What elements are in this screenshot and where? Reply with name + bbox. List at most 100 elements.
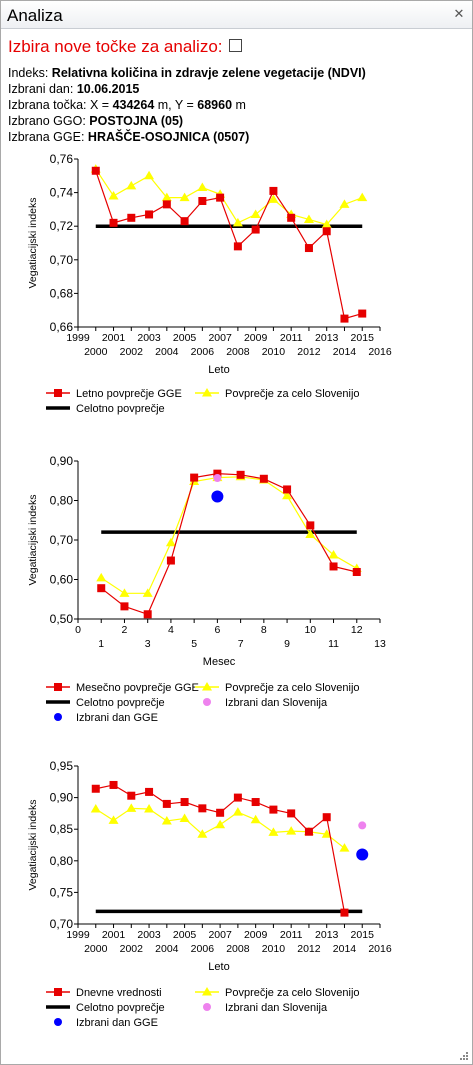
x-tick-label: 2012 xyxy=(297,943,321,955)
series-1-point xyxy=(339,199,350,208)
x-tick-label: 2009 xyxy=(244,929,268,941)
y-tick-label: 0,75 xyxy=(50,885,74,899)
x-tick-label: 9 xyxy=(284,638,290,650)
resize-grip-icon[interactable] xyxy=(459,1051,469,1061)
x-tick-label: 1999 xyxy=(66,332,90,344)
gge-value: HRAŠČE-OSOJNICA (0507) xyxy=(87,130,250,144)
x-tick-label: 2001 xyxy=(102,332,126,344)
legend-dot-swatch xyxy=(203,698,211,706)
y-tick-label: 0,72 xyxy=(50,219,74,233)
series-0-point xyxy=(216,808,225,817)
series-0-point xyxy=(120,602,129,611)
series-0-point xyxy=(233,793,242,802)
series-1-point xyxy=(108,190,119,200)
monthly-chart: 0,50 0,60 0,70 0,80 0,90 0 1 2 3 4 5 6 7 8 9 10 11 12 13 Me… xyxy=(1,451,472,743)
series-1-point xyxy=(303,214,314,223)
series-1-point xyxy=(161,192,172,202)
series-0-point xyxy=(304,827,313,836)
legend-label: Dnevne vrednosti xyxy=(76,987,162,999)
series-1-point xyxy=(339,843,350,852)
series-0-point xyxy=(269,805,278,814)
ggo-row: Izbrano GGO: POSTOJNA (05) xyxy=(8,113,366,129)
x-tick-label: 2016 xyxy=(368,943,392,955)
x-tick-label: 2009 xyxy=(244,332,268,344)
series-0-point xyxy=(180,798,189,807)
series-1-point xyxy=(126,180,137,190)
pick-point-checkbox[interactable] xyxy=(228,39,242,52)
x-tick-label: 2006 xyxy=(191,346,215,358)
series-1-point xyxy=(161,815,172,825)
y-axis-title: Vegatiacijski indeks xyxy=(27,799,39,890)
day-label: Izbrani dan: xyxy=(8,82,74,96)
series-1-point xyxy=(268,827,279,836)
x-tick-label: 2008 xyxy=(226,346,250,358)
series-1-point xyxy=(144,803,155,813)
x-tick-label: 2002 xyxy=(120,943,144,955)
series-0-point xyxy=(259,474,268,483)
series-0-point xyxy=(190,473,199,482)
y-tick-label: 0,50 xyxy=(50,612,74,626)
window-titlebar[interactable]: Analiza ✕ xyxy=(1,1,472,29)
index-label: Indeks: xyxy=(8,66,49,80)
series-1-point xyxy=(328,550,339,559)
series-0-point xyxy=(358,309,367,318)
x-tick-label: 0 xyxy=(75,624,81,636)
series-0-point xyxy=(304,244,313,253)
x-tick-label: 2004 xyxy=(155,943,179,955)
series-0-point xyxy=(287,213,296,222)
x-tick-label: 2003 xyxy=(137,332,161,344)
selected-day-point xyxy=(358,821,367,830)
legend-label: Celotno povprečje xyxy=(76,403,165,415)
x-tick-label: 2002 xyxy=(120,346,144,358)
legend-label: Izbrani dan Slovenija xyxy=(225,697,328,709)
legend-dot-swatch xyxy=(54,713,62,721)
series-1-point xyxy=(321,219,332,229)
x-tick-label: 5 xyxy=(191,638,197,650)
legend-dot-swatch xyxy=(203,1003,211,1011)
series-1-point xyxy=(96,572,107,582)
close-icon[interactable]: ✕ xyxy=(453,6,465,21)
series-1-point xyxy=(321,829,332,838)
series-0-point xyxy=(162,799,171,808)
x-tick-label: 13 xyxy=(374,638,386,650)
series-0-point xyxy=(352,567,361,576)
legend-marker-swatch xyxy=(54,988,62,996)
x-tick-label: 2007 xyxy=(208,332,232,344)
point-unit: m xyxy=(232,98,246,112)
series-0-point xyxy=(233,242,242,251)
x-tick-label: 2013 xyxy=(315,332,339,344)
series-0-line xyxy=(95,170,363,320)
gge-label: Izbrana GGE: xyxy=(8,130,85,144)
series-1-line xyxy=(100,476,358,594)
x-axis-title: Leto xyxy=(208,364,229,376)
legend-label: Povprečje za celo Slovenijo xyxy=(225,388,360,400)
series-1-point xyxy=(126,803,137,812)
x-tick-label: 1999 xyxy=(66,929,90,941)
series-1-point xyxy=(179,192,190,202)
series-0-point xyxy=(198,197,207,205)
x-tick-label: 2005 xyxy=(173,929,197,941)
y-tick-label: 0,66 xyxy=(50,320,74,334)
monthly-chart-svg: 0,500,600,700,800,90012345678910111213Me… xyxy=(27,454,386,724)
x-tick-label: 6 xyxy=(214,624,220,636)
legend-marker-swatch xyxy=(54,683,62,691)
legend-label: Povprečje za celo Slovenijo xyxy=(225,987,360,999)
daily-chart-svg: 0,70 0,75 0,80 0,85 0,90 0,95 1999 2000 2001 2002… xyxy=(27,759,392,1029)
y-tick-label: 0,80 xyxy=(50,494,74,508)
series-0-point xyxy=(322,227,331,236)
x-tick-label: 2013 xyxy=(315,929,339,941)
y-tick-label: 0,70 xyxy=(50,253,74,267)
legend-dot-swatch xyxy=(54,1018,62,1026)
pick-point-row: Izbira nove točke za analizo: xyxy=(8,37,242,57)
series-1-point xyxy=(268,194,279,203)
series-0-point xyxy=(97,584,106,593)
annual-chart-svg: 0,66 0,68 0,70 0,72 0,74 0,76 1999 2000 2001 2002… xyxy=(27,152,392,415)
series-0-point xyxy=(180,217,189,226)
x-tick-label: 10 xyxy=(304,624,316,636)
series-0-point xyxy=(162,200,171,209)
series-1-point xyxy=(286,826,297,835)
x-tick-label: 2001 xyxy=(102,929,126,941)
series-1-point xyxy=(357,192,368,202)
legend-label: Izbrani dan GGE xyxy=(76,712,158,724)
y-axis-title: Vegatiacijski indeks xyxy=(27,494,39,585)
